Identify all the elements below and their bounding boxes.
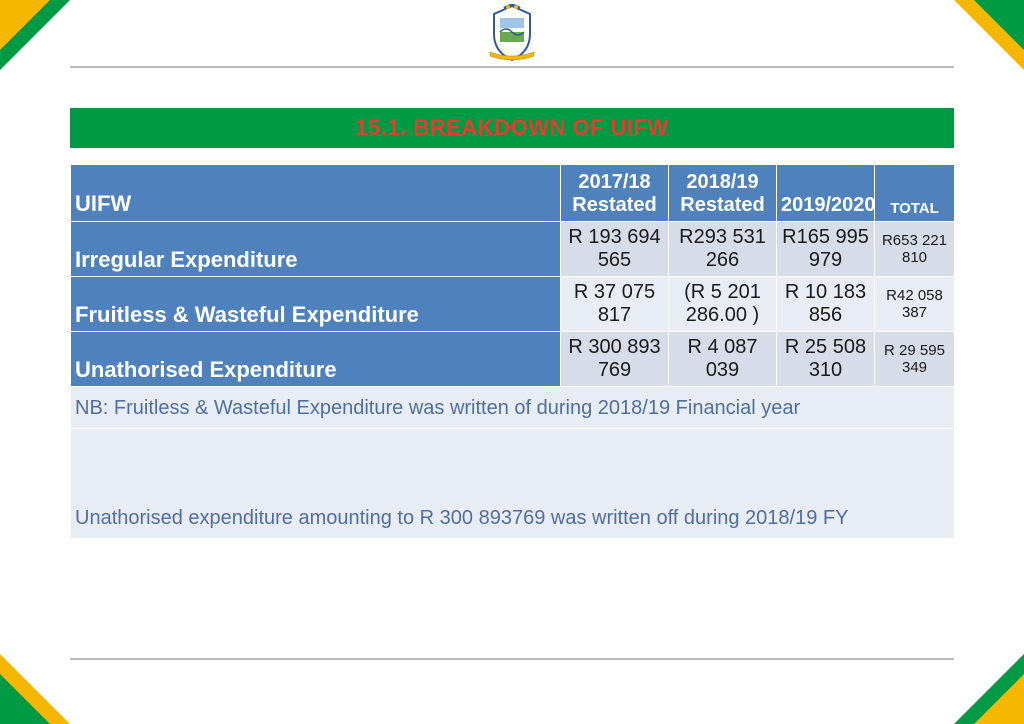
row-label: Unathorised Expenditure: [71, 332, 561, 387]
cell: R 4 087 039: [669, 332, 777, 387]
col-header-2017: 2017/18 Restated: [561, 165, 669, 222]
cell: R 300 893 769: [561, 332, 669, 387]
row-label: Fruitless & Wasteful Expenditure: [71, 277, 561, 332]
section-title: 15.1. BREAKDOWN OF UIFW: [355, 115, 668, 141]
cell-total: R42 058 387: [875, 277, 955, 332]
cell-total: R653 221 810: [875, 222, 955, 277]
cell: R293 531 266: [669, 222, 777, 277]
col-header-uifw: UIFW: [71, 165, 561, 222]
divider-bottom: [70, 658, 954, 660]
col-header-2019: 2019/2020: [777, 165, 875, 222]
cell: R 25 508 310: [777, 332, 875, 387]
uifw-table: UIFW 2017/18 Restated 2018/19 Restated 2…: [70, 164, 954, 539]
cell: R 10 183 856: [777, 277, 875, 332]
divider-top: [70, 66, 954, 68]
corner-bl-inner: [0, 674, 50, 724]
table-row: Irregular Expenditure R 193 694 565 R293…: [71, 222, 955, 277]
table-header-row: UIFW 2017/18 Restated 2018/19 Restated 2…: [71, 165, 955, 222]
cell: R165 995 979: [777, 222, 875, 277]
cell: (R 5 201 286.00 ): [669, 277, 777, 332]
corner-tl-inner: [0, 0, 50, 50]
corner-tr-inner: [974, 0, 1024, 50]
cell-total: R 29 595 349: [875, 332, 955, 387]
corner-br-inner: [974, 674, 1024, 724]
crest-logo: [482, 4, 542, 62]
cell: R 37 075 817: [561, 277, 669, 332]
section-title-bar: 15.1. BREAKDOWN OF UIFW: [70, 108, 954, 148]
cell: R 193 694 565: [561, 222, 669, 277]
table-row: Unathorised Expenditure R 300 893 769 R …: [71, 332, 955, 387]
table-row: Fruitless & Wasteful Expenditure R 37 07…: [71, 277, 955, 332]
table-note-row: NB: Fruitless & Wasteful Expenditure was…: [71, 387, 955, 429]
slide: 15.1. BREAKDOWN OF UIFW UIFW 2017/18 Res…: [0, 0, 1024, 724]
table-note-row: Unathorised expenditure amounting to R 3…: [71, 429, 955, 539]
col-header-2018: 2018/19 Restated: [669, 165, 777, 222]
note-text: Unathorised expenditure amounting to R 3…: [71, 429, 955, 539]
row-label: Irregular Expenditure: [71, 222, 561, 277]
note-text: NB: Fruitless & Wasteful Expenditure was…: [71, 387, 955, 429]
col-header-total: TOTAL: [875, 165, 955, 222]
